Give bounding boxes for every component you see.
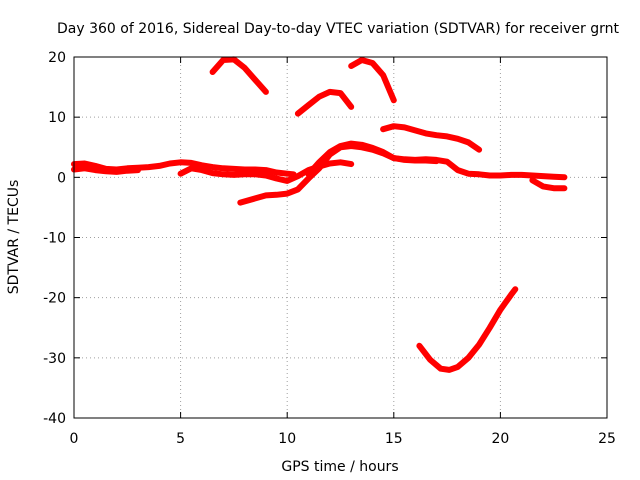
x-axis-tick-labels: 0 5 10 15 20 25 [70,431,616,447]
x-tick-label: 25 [598,431,616,447]
y-tick-label: -30 [43,351,66,367]
series-arc-4 [209,56,269,95]
series-arc-10 [416,286,519,373]
series-arc-11 [529,177,568,192]
x-tick-label: 10 [278,431,296,447]
series-arc-6 [294,88,355,117]
y-tick-label: 10 [48,110,66,126]
plot-frame [73,56,608,419]
y-axis-tick-labels: -40 -30 -20 -10 0 10 20 [43,50,66,427]
x-tick-label: 5 [176,431,185,447]
y-axis-label: SDTVAR / TECUs [6,180,22,295]
series-arc-9 [380,123,483,153]
y-tick-label: -20 [43,291,66,307]
series-arc-8 [348,57,397,104]
x-tick-label: 0 [70,431,79,447]
y-tick-label: -10 [43,231,66,247]
y-tick-label: -40 [43,411,66,427]
series-arc-7 [305,140,440,178]
grid-lines [74,57,607,418]
chart-title: Day 360 of 2016, Sidereal Day-to-day VTE… [57,21,619,37]
axis-ticks [73,56,608,419]
y-tick-label: 20 [48,50,66,66]
y-tick-label: 0 [57,170,66,186]
x-axis-label: GPS time / hours [281,459,398,475]
x-tick-label: 15 [385,431,403,447]
series-arc-2 [71,165,141,175]
data-series [71,56,568,373]
x-tick-label: 20 [491,431,509,447]
